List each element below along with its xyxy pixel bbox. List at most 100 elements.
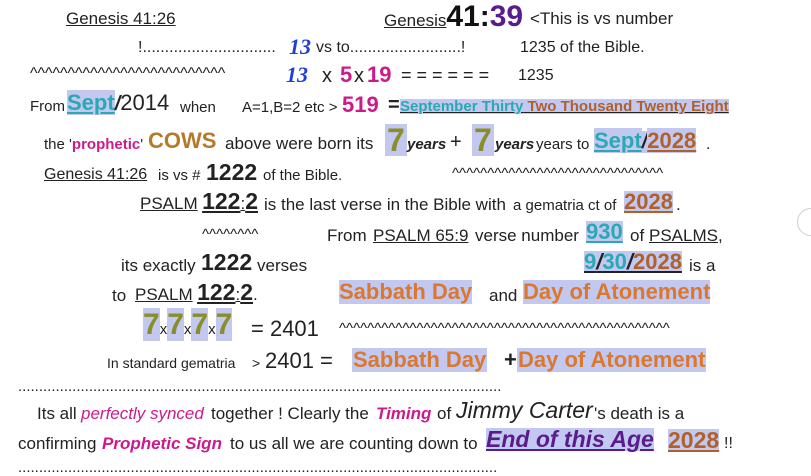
of-label-2: of (437, 404, 452, 423)
from-label: From (30, 98, 65, 115)
genesis-ref-right: Genesis41:39 (384, 2, 523, 32)
seven-a: 7 (143, 308, 160, 341)
psalm-word: PSALM (140, 194, 198, 213)
seven-b: 7 (167, 308, 184, 341)
psalm-colon-b: : (235, 285, 241, 304)
seven-d: 7 (215, 308, 233, 341)
result-2401: = 2401 (251, 316, 319, 341)
verse-note: <This is vs number (530, 9, 674, 28)
date-words-part2: Two Thousand Twenty Eight (527, 98, 729, 115)
scroll-edge-button[interactable] (797, 208, 811, 236)
date-slash-3: / (596, 249, 603, 274)
year-2014: 2014 (120, 90, 170, 115)
death-phrase: 's death is a (594, 404, 685, 423)
day-of-atonement-label: Day of Atonement (523, 279, 711, 304)
psalm-verse: 2 (245, 188, 258, 214)
number-930: 930 (586, 219, 623, 244)
dotted-rule-1: ........................................… (18, 378, 502, 395)
end-of-this-age: End of this Age (486, 426, 654, 452)
date-words-part1: September Thirty (400, 98, 524, 115)
and-label: and (489, 286, 518, 305)
date-slash-4: / (626, 249, 633, 274)
result-1235: 1235 (518, 67, 554, 84)
prophetic-sign: Prophetic Sign (102, 434, 222, 453)
year-2028-c: 2028 (668, 427, 720, 453)
tilde-rule: ^^^^^^^^^^^^^^^^^^^^^^^^^^ (30, 65, 226, 82)
gematria-phrase: a gematria ct of (513, 197, 617, 214)
counting-down-phrase: to us all we are counting down to (230, 434, 478, 453)
psalms-comma: , (717, 226, 723, 245)
chapter-colon: : (479, 0, 490, 33)
date-day: 30 (602, 249, 627, 274)
is-a-label: is a (689, 256, 716, 275)
year-2028: 2028 (647, 128, 697, 153)
sabbath-day-label: Sabbath Day (339, 279, 473, 304)
years-to-label: years to (536, 136, 590, 153)
to-label: to (112, 286, 127, 305)
seven-years-2: 7 (472, 122, 494, 158)
date-slash-2: / (641, 131, 648, 153)
jimmy-carter: Jimmy Carter (456, 397, 593, 423)
quote-open: ' (69, 136, 72, 153)
seven-years-1: 7 (385, 122, 407, 158)
bible-total: 1235 of the Bible. (520, 39, 645, 56)
date-month: 9 (584, 249, 597, 274)
prophetic-phrase: the 'prophetic' (44, 137, 143, 152)
greater-than: > (252, 355, 261, 371)
perfectly-synced: perfectly synced (81, 404, 204, 423)
its-all-label: Its all (37, 404, 77, 423)
result-2401-b: 2401 = (265, 348, 333, 373)
date-sept-2028: Sept/2028 (594, 128, 697, 153)
times-sign-2: x (354, 65, 364, 87)
timing-word: Timing (376, 404, 432, 423)
verses-label: verses (257, 256, 308, 275)
times-b: x (183, 321, 192, 338)
cows-word: COWS (148, 128, 217, 153)
psalm-verse-b: 2 (240, 279, 253, 305)
plus-sign: + (450, 131, 462, 153)
psalms-word: PSALMS (649, 226, 718, 245)
line2-mid: vs to.........................! (316, 39, 466, 56)
of-bible-label: of the Bible. (263, 167, 343, 184)
psalm-chapter: 122 (202, 188, 241, 214)
of-label: of (630, 226, 645, 245)
dotted-rule-2: ........................................… (18, 459, 498, 476)
verse-number-label: verse number (475, 226, 579, 245)
period: . (706, 136, 711, 153)
factor-19: 19 (367, 62, 392, 87)
plus-sign-2: + (504, 347, 517, 372)
number-1222-b: 1222 (201, 249, 253, 275)
sabbath-day-label-2: Sabbath Day (352, 347, 488, 372)
period-3: . (253, 285, 258, 304)
tilde-rule-3: ^^^^^^^^ (202, 226, 259, 243)
tilde-rule-2: ^^^^^^^^^^^^^^^^^^^^^^^^^^^^^^ (452, 165, 664, 182)
equals-row: = = = = = = (401, 65, 490, 85)
psalms-label: PSALMS, (649, 227, 723, 244)
date-9-30-2028: 9/30/2028 (584, 251, 682, 273)
period-2: . (676, 195, 681, 214)
cipher-note: A=1,B=2 etc > (242, 99, 338, 116)
times-a: x (159, 321, 168, 338)
quote-close: ' (140, 136, 144, 153)
date-year: 2028 (632, 249, 682, 274)
seven-power-expression: 7x7x7x7 (143, 308, 233, 341)
number-13: 13 (289, 34, 311, 59)
standard-gematria-label: In standard gematria (107, 355, 236, 371)
born-phrase: above were born its (225, 134, 374, 153)
when-label: when (180, 99, 216, 116)
date-slash: / (114, 93, 121, 115)
factor-13: 13 (286, 62, 308, 87)
is-vs-label: is vs # (158, 167, 201, 184)
times-c: x (208, 321, 216, 338)
confirming-label: confirming (18, 434, 97, 453)
tilde-rule-4: ^^^^^^^^^^^^^^^^^^^^^^^^^^^^^^^^^^^^^^^^… (339, 320, 670, 337)
genesis-ref-left: Genesis 41:26 (66, 9, 176, 28)
seven-c: 7 (191, 308, 209, 341)
year-2028-b: 2028 (624, 189, 673, 214)
years-label-2: years (495, 136, 535, 153)
line2-lead: !.............................. (138, 39, 276, 56)
exactly-label: its exactly (121, 256, 196, 275)
years-label-1: years (407, 136, 447, 153)
number-1222: 1222 (206, 159, 258, 185)
psalm-65-9-ref: PSALM 65:9 (373, 226, 469, 245)
